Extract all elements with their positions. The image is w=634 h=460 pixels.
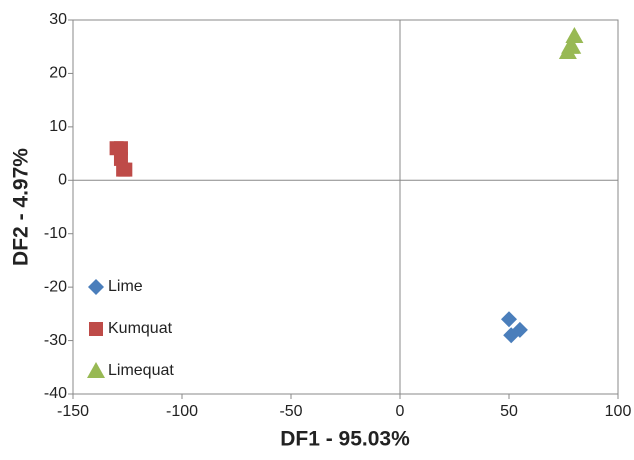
point (113, 151, 128, 166)
legend-marker (89, 322, 103, 336)
point (118, 162, 133, 177)
y-axis-title: DF2 - 4.97% (10, 148, 33, 266)
plot-frame (72, 19, 619, 395)
point (563, 37, 582, 54)
y-tick-label: 30 (49, 11, 67, 28)
y-tick-label: 0 (58, 172, 67, 189)
legend-marker (88, 279, 104, 295)
legend-label: Lime (108, 278, 143, 295)
y-tick-label: -20 (44, 278, 67, 295)
x-axis-title: DF1 - 95.03% (280, 428, 410, 451)
y-tick-label: 10 (49, 118, 67, 135)
x-tick-label: -100 (166, 403, 198, 420)
point (511, 321, 528, 338)
x-tick-label: -150 (57, 403, 89, 420)
y-tick-label: -10 (44, 225, 67, 242)
y-tick-label: -30 (44, 332, 67, 349)
legend-label: Limequat (108, 362, 174, 379)
x-tick-label: 100 (605, 403, 632, 420)
x-tick-label: 0 (396, 403, 405, 420)
point (501, 311, 517, 328)
point (113, 141, 128, 156)
legend-marker (87, 362, 105, 378)
legend-label: Kumquat (108, 320, 173, 337)
x-tick-label: -50 (279, 403, 302, 420)
y-tick-label: -40 (44, 385, 67, 402)
y-tick-label: 20 (49, 65, 67, 82)
x-tick-label: 50 (500, 403, 518, 420)
point (565, 27, 584, 44)
